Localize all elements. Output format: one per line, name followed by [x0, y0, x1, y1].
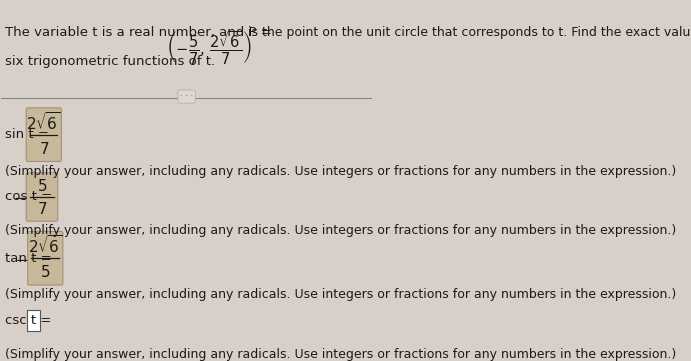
FancyBboxPatch shape [26, 108, 61, 161]
Text: $7$: $7$ [39, 140, 49, 157]
Text: · · ·: · · · [180, 92, 193, 101]
Text: sin t =: sin t = [5, 128, 53, 141]
Text: $2\sqrt{6}$: $2\sqrt{6}$ [28, 234, 63, 256]
Text: (Simplify your answer, including any radicals. Use integers or fractions for any: (Simplify your answer, including any rad… [5, 348, 676, 361]
FancyBboxPatch shape [27, 310, 40, 331]
FancyBboxPatch shape [26, 173, 57, 221]
Text: is the point on the unit circle that corresponds to t. Find the exact values of : is the point on the unit circle that cor… [247, 26, 691, 39]
Text: $\left(-\dfrac{5}{7},\,\dfrac{2\sqrt{6}}{7}\right)$: $\left(-\dfrac{5}{7},\,\dfrac{2\sqrt{6}}… [167, 29, 252, 66]
Text: $2\sqrt{6}$: $2\sqrt{6}$ [26, 110, 61, 132]
Text: $7$: $7$ [37, 201, 47, 217]
Text: $-$: $-$ [15, 251, 28, 266]
Text: (Simplify your answer, including any radicals. Use integers or fractions for any: (Simplify your answer, including any rad… [5, 165, 676, 178]
Text: cos t =: cos t = [5, 191, 57, 204]
Text: The variable t is a real number, and P =: The variable t is a real number, and P = [5, 26, 276, 39]
Text: six trigonometric functions of t.: six trigonometric functions of t. [5, 55, 215, 68]
Text: csc t =: csc t = [5, 314, 56, 327]
Text: $-$: $-$ [13, 190, 26, 204]
Text: tan t =: tan t = [5, 252, 56, 265]
Text: $5$: $5$ [37, 178, 47, 193]
Text: (Simplify your answer, including any radicals. Use integers or fractions for any: (Simplify your answer, including any rad… [5, 225, 676, 238]
FancyBboxPatch shape [28, 231, 63, 285]
Text: (Simplify your answer, including any radicals. Use integers or fractions for any: (Simplify your answer, including any rad… [5, 288, 676, 301]
Text: $5$: $5$ [40, 264, 50, 280]
